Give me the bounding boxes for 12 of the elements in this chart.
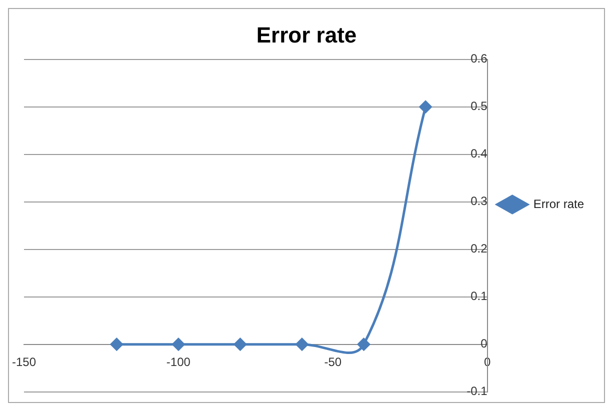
y-tick-label: 0.1	[470, 289, 488, 304]
y-tick-label: 0.3	[470, 194, 488, 208]
x-tick-label: -100	[166, 354, 191, 369]
x-tick-label: -50	[324, 354, 342, 369]
y-tick-label: 0.4	[470, 146, 488, 161]
y-tick-label: -0.1	[466, 384, 488, 398]
y-tick-label: 0.2	[470, 242, 488, 256]
chart-title: Error rate	[256, 22, 357, 48]
y-tick-label: 0.5	[470, 99, 488, 114]
legend-label: Error rate	[533, 196, 584, 211]
x-tick-label: -150	[12, 354, 36, 369]
y-tick-label: 0.6	[470, 52, 488, 66]
